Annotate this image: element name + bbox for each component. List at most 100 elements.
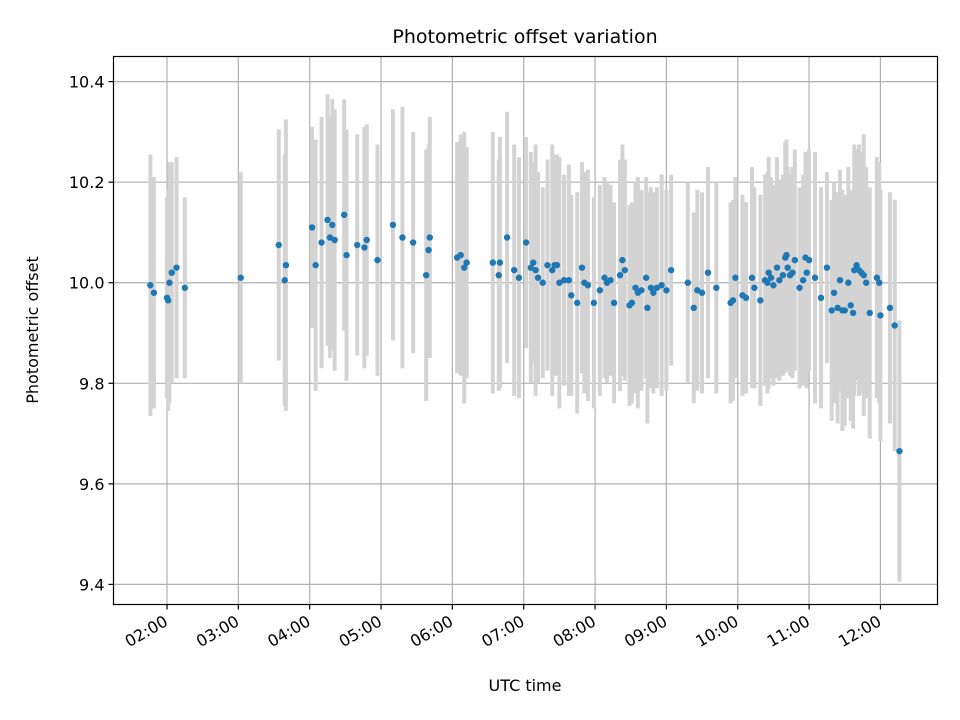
data-point <box>374 256 381 264</box>
data-point <box>511 266 518 274</box>
data-point <box>363 236 370 244</box>
data-point <box>544 261 551 269</box>
data-point <box>150 289 158 296</box>
data-point <box>817 294 825 302</box>
data-point <box>667 266 675 274</box>
data-point <box>891 322 898 329</box>
data-point <box>860 271 867 279</box>
data-point <box>799 277 807 284</box>
data-points <box>147 211 903 455</box>
data-point <box>584 282 592 289</box>
data-point <box>828 307 835 314</box>
data-point <box>791 256 799 264</box>
data-point <box>836 277 844 284</box>
data-point <box>628 299 636 307</box>
data-point <box>873 274 881 281</box>
data-point <box>811 274 819 281</box>
data-point <box>522 239 530 246</box>
data-point <box>896 447 903 455</box>
data-point <box>489 259 497 266</box>
data-point <box>461 264 468 271</box>
y-tick-label: 10.2 <box>69 173 105 192</box>
data-point <box>574 299 581 307</box>
x-axis-title: UTC time <box>489 676 562 695</box>
data-point <box>621 266 628 274</box>
y-tick-label: 9.8 <box>79 374 104 393</box>
data-point <box>181 284 189 291</box>
data-point <box>312 261 319 269</box>
data-point <box>776 277 783 284</box>
data-point <box>361 244 368 251</box>
data-point <box>281 277 288 284</box>
y-tick-label: 9.4 <box>79 575 104 594</box>
data-point <box>767 274 775 281</box>
data-point <box>399 234 406 241</box>
data-point <box>764 279 771 286</box>
data-point <box>423 271 430 279</box>
data-point <box>495 271 502 279</box>
data-point <box>426 234 433 241</box>
data-point <box>650 289 657 296</box>
data-point <box>515 274 523 281</box>
data-point <box>553 261 561 269</box>
data-point <box>282 261 290 269</box>
data-point <box>704 269 712 276</box>
data-point <box>751 284 758 291</box>
data-point <box>713 284 720 291</box>
data-point <box>457 251 464 259</box>
data-point <box>783 251 790 259</box>
data-point <box>765 269 772 276</box>
data-point <box>684 279 692 286</box>
data-point <box>237 274 244 281</box>
data-point <box>779 271 787 279</box>
data-point <box>732 274 739 281</box>
data-point <box>644 304 651 312</box>
data-point <box>326 234 334 241</box>
y-axis-title: Photometric offset <box>23 256 42 404</box>
data-point <box>748 274 756 281</box>
data-point <box>275 241 282 249</box>
data-point <box>619 256 626 264</box>
data-point <box>607 277 614 284</box>
data-point <box>757 297 764 304</box>
data-point <box>796 284 803 291</box>
data-point <box>578 264 586 271</box>
y-tick-label: 9.6 <box>79 475 104 494</box>
data-point <box>876 279 883 286</box>
data-point <box>830 289 838 296</box>
data-point <box>556 279 563 286</box>
data-point <box>877 312 884 319</box>
data-point <box>527 264 535 271</box>
data-point <box>886 304 894 312</box>
data-point <box>784 264 791 271</box>
data-point <box>409 239 417 246</box>
data-point <box>616 271 624 279</box>
data-point <box>834 304 841 312</box>
data-point <box>773 264 781 271</box>
data-point <box>354 241 361 249</box>
data-point <box>534 274 542 281</box>
data-point <box>789 269 796 276</box>
data-point <box>539 279 546 286</box>
data-point <box>694 287 701 294</box>
data-point <box>530 259 537 266</box>
data-point <box>770 282 777 289</box>
data-point <box>847 302 854 309</box>
data-point <box>463 259 470 266</box>
data-point <box>565 277 573 284</box>
data-point <box>147 282 154 289</box>
data-point <box>610 299 618 307</box>
data-point <box>173 264 180 271</box>
data-point <box>658 282 665 289</box>
data-point <box>690 304 697 312</box>
data-point <box>532 266 539 274</box>
data-point <box>647 284 655 291</box>
data-point <box>823 264 831 271</box>
plot-frame <box>112 55 939 606</box>
data-point <box>331 236 338 244</box>
data-point <box>638 287 645 294</box>
data-point <box>698 289 706 296</box>
y-axis-ticks: 9.4 9.6 9.8 10.0 10.2 10.4 <box>69 73 114 594</box>
data-point <box>389 221 397 229</box>
